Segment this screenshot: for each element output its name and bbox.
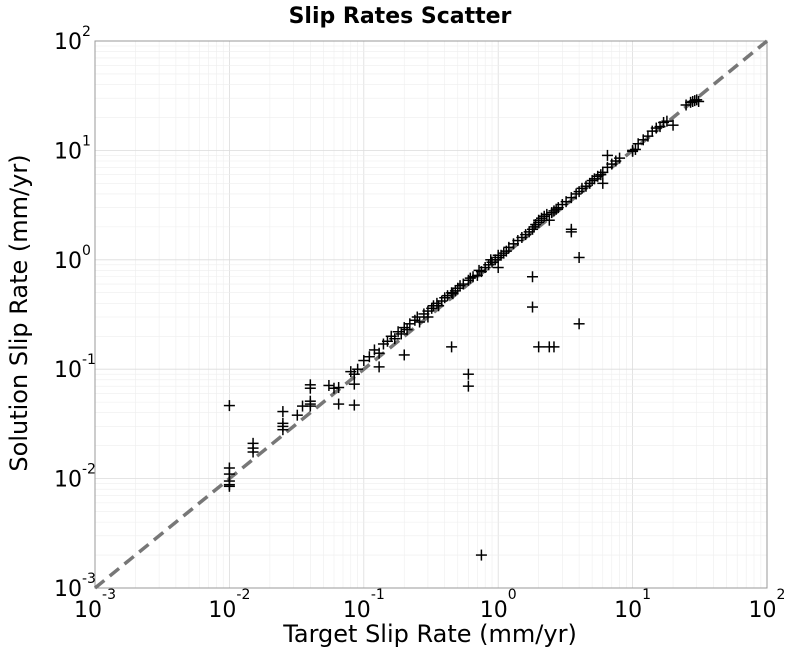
- data-point: [439, 292, 451, 304]
- data-point: [389, 333, 401, 345]
- data-point: [475, 549, 487, 561]
- data-point: [422, 311, 434, 323]
- data-point: [533, 341, 545, 353]
- data-point: [291, 409, 303, 421]
- x-tick-label: 102: [749, 587, 786, 623]
- data-point: [304, 382, 316, 394]
- data-point: [401, 324, 413, 336]
- data-point: [431, 297, 443, 309]
- data-point: [573, 318, 585, 330]
- data-point: [629, 143, 641, 155]
- data-point: [348, 378, 360, 390]
- data-point: [693, 95, 705, 107]
- data-point: [565, 226, 577, 238]
- data-points: [223, 94, 705, 561]
- data-point: [691, 94, 703, 106]
- data-point: [223, 480, 235, 492]
- data-point: [533, 214, 545, 226]
- data-point: [667, 119, 679, 131]
- data-point: [398, 349, 410, 361]
- chart-title: Slip Rates Scatter: [289, 4, 512, 29]
- data-point: [541, 208, 553, 220]
- data-point: [304, 400, 316, 412]
- x-tick-label: 100: [480, 587, 517, 623]
- data-point: [492, 262, 504, 274]
- data-point: [586, 175, 598, 187]
- reference-line: [93, 39, 769, 590]
- data-point: [527, 301, 539, 313]
- data-point: [395, 328, 407, 340]
- data-point: [277, 424, 289, 436]
- data-point: [527, 271, 539, 283]
- y-tick-label: 10-3: [54, 571, 96, 602]
- data-point: [223, 400, 235, 412]
- data-point: [363, 351, 375, 363]
- y-axis-label: Solution Slip Rate (mm/yr): [5, 154, 33, 471]
- data-point: [373, 361, 385, 373]
- x-tick-label: 10-2: [208, 587, 250, 623]
- x-tick-label: 10-1: [343, 587, 385, 623]
- data-point: [595, 169, 607, 181]
- y-tick-label: 10-2: [54, 462, 96, 493]
- data-point: [473, 264, 485, 276]
- data-point: [358, 355, 370, 367]
- plot-frame: [94, 40, 768, 589]
- y-tick-label: 10-1: [54, 352, 96, 383]
- data-point: [323, 379, 335, 391]
- data-point: [614, 152, 626, 164]
- data-point: [348, 399, 360, 411]
- data-point: [411, 311, 423, 323]
- data-point: [333, 382, 345, 394]
- y-tick-labels: 10-3 10-2 10-1 100 101 102: [54, 24, 96, 602]
- data-point: [680, 99, 692, 111]
- data-point: [352, 363, 364, 375]
- data-point: [449, 285, 461, 297]
- data-point: [528, 221, 540, 233]
- data-point: [373, 347, 385, 359]
- data-point: [446, 341, 458, 353]
- data-point: [464, 272, 476, 284]
- grid: [94, 41, 767, 589]
- data-point: [601, 149, 613, 161]
- data-point: [597, 166, 609, 178]
- x-tick-label: 10-3: [74, 587, 116, 623]
- data-point: [543, 214, 555, 226]
- data-point: [426, 302, 438, 314]
- data-point: [398, 322, 410, 334]
- x-tick-label: 101: [614, 587, 651, 623]
- data-point: [498, 247, 510, 259]
- data-point: [597, 177, 609, 189]
- data-point: [584, 177, 596, 189]
- data-point: [550, 203, 562, 215]
- data-point: [462, 380, 474, 392]
- data-point: [333, 398, 345, 410]
- y-tick-label: 102: [54, 24, 91, 55]
- data-point: [661, 115, 673, 127]
- data-point: [452, 282, 464, 294]
- data-point: [627, 145, 639, 157]
- data-point: [548, 341, 560, 353]
- data-point: [277, 406, 289, 418]
- data-point: [414, 316, 426, 328]
- data-point: [247, 446, 259, 458]
- data-point: [462, 368, 474, 380]
- y-tick-label: 100: [54, 243, 91, 274]
- y-tick-label: 101: [54, 133, 91, 164]
- x-tick-labels: 10-3 10-2 10-1 100 101 102: [74, 587, 785, 623]
- x-axis-label: Target Slip Rate (mm/yr): [282, 620, 577, 648]
- data-point: [573, 251, 585, 263]
- data-point: [447, 288, 459, 300]
